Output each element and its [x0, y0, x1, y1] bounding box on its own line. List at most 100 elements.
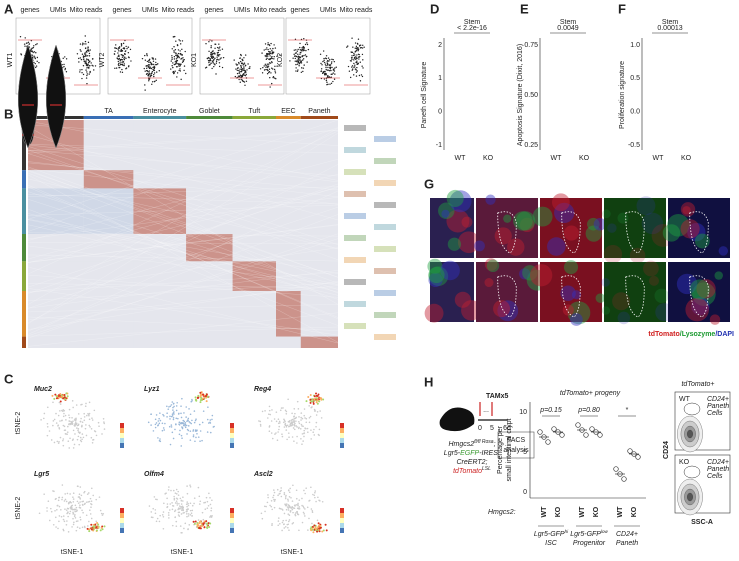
qc-dot	[238, 69, 240, 72]
qc-dot	[147, 75, 150, 77]
qc-dot	[150, 74, 153, 77]
qc-dot	[329, 67, 331, 69]
heatmap-streak	[27, 245, 339, 286]
tsne-dot	[74, 423, 76, 425]
tsne-dot	[292, 511, 294, 514]
tsne-dot	[306, 506, 309, 509]
cluster-bar	[83, 116, 134, 119]
qc-dot	[85, 60, 87, 62]
cluster-bar	[186, 116, 233, 119]
qc-dot	[356, 70, 358, 72]
tsne-dot	[62, 415, 65, 418]
tsne-dot	[267, 496, 269, 499]
tsne-dot	[159, 514, 161, 517]
qc-dot	[358, 58, 360, 60]
heatmap-streak	[27, 254, 339, 262]
qc-dot	[123, 58, 126, 61]
qc-dot	[294, 60, 296, 62]
tsne-dot	[168, 406, 170, 408]
cell-stain	[709, 314, 721, 325]
qc-dot	[80, 50, 82, 52]
qc-dot	[333, 70, 336, 72]
heatmap-streak	[27, 144, 339, 183]
qc-dot	[295, 67, 297, 69]
population-name: Lgr5-GFP	[534, 531, 565, 538]
qc-dot	[205, 43, 207, 45]
tsne-hot	[59, 400, 62, 403]
tsne-dot	[168, 425, 171, 428]
cell-stain	[457, 231, 480, 254]
tsne-dot	[196, 433, 198, 435]
qc-dot	[301, 47, 303, 49]
tsne-dot	[180, 531, 182, 534]
tsne-dot	[291, 508, 294, 511]
qc-dot	[335, 66, 337, 68]
tsne-dot	[282, 519, 285, 522]
tsne-dot	[189, 484, 191, 486]
tsne-dot	[66, 433, 68, 435]
group-label: WT	[541, 506, 548, 518]
tsne-dot	[301, 443, 303, 446]
cell-stain	[474, 240, 485, 252]
column-label: UMIs	[320, 7, 337, 14]
tsne-dot	[73, 521, 75, 524]
stain-legend: tdTomato/Lysozyme/DAPI	[648, 331, 734, 338]
tsne-dot	[285, 429, 288, 431]
tsne-dot	[182, 509, 185, 511]
qc-dot	[297, 69, 299, 71]
qc-dot	[273, 58, 275, 60]
tsne-dot	[74, 420, 77, 422]
gene-list	[344, 125, 366, 131]
qc-dot	[79, 69, 81, 71]
tsne-dot	[189, 439, 192, 441]
qc-dot	[82, 58, 85, 60]
qc-dot	[279, 54, 281, 56]
tsne-dot	[268, 413, 270, 415]
qc-dot	[26, 42, 28, 44]
qc-dot	[208, 61, 210, 64]
tsne-dot	[64, 493, 67, 495]
tsne-dot	[308, 416, 311, 419]
cell-stain	[601, 306, 611, 315]
qc-dot	[120, 54, 123, 56]
tsne-dot	[314, 491, 316, 494]
heatmap-streak	[27, 124, 339, 146]
qc-dot	[244, 74, 247, 77]
tsne-dot	[209, 431, 212, 434]
tsne-dot	[298, 506, 301, 508]
tsne-dot	[150, 413, 152, 416]
tsne-dot	[280, 508, 283, 510]
tsne-dot	[86, 414, 88, 417]
qc-dot	[65, 58, 68, 60]
tsne-dot	[191, 514, 193, 517]
qc-dot	[324, 63, 327, 65]
qc-dot	[358, 45, 361, 47]
tsne-dot	[66, 507, 69, 510]
qc-dot	[299, 42, 301, 45]
tsne-dot	[185, 508, 188, 511]
tsne-dot	[211, 514, 213, 517]
qc-dot	[244, 72, 246, 74]
tsne-dot	[169, 405, 172, 408]
qc-dot	[209, 63, 211, 66]
tsne-hot	[203, 520, 206, 523]
qc-dot	[306, 42, 308, 44]
heatmap-block	[276, 291, 301, 337]
tsne-dot	[175, 405, 178, 407]
group-label: WT	[455, 155, 467, 162]
tsne-dot	[282, 407, 284, 409]
qc-dot	[76, 53, 79, 55]
tsne-dot	[319, 500, 321, 502]
qc-dot	[295, 70, 297, 72]
qc-dot	[348, 70, 351, 72]
qc-dot	[302, 67, 305, 69]
heatmap-block	[276, 188, 301, 234]
tsne-dot	[190, 512, 193, 515]
qc-dot	[361, 65, 363, 67]
tsne-dot	[303, 414, 306, 417]
tsne-dot	[199, 430, 202, 432]
qc-dot	[214, 43, 216, 45]
axis-label: small intestinal crypt	[506, 418, 513, 481]
tsne-dot	[178, 511, 181, 514]
tsne-dot	[285, 519, 287, 522]
